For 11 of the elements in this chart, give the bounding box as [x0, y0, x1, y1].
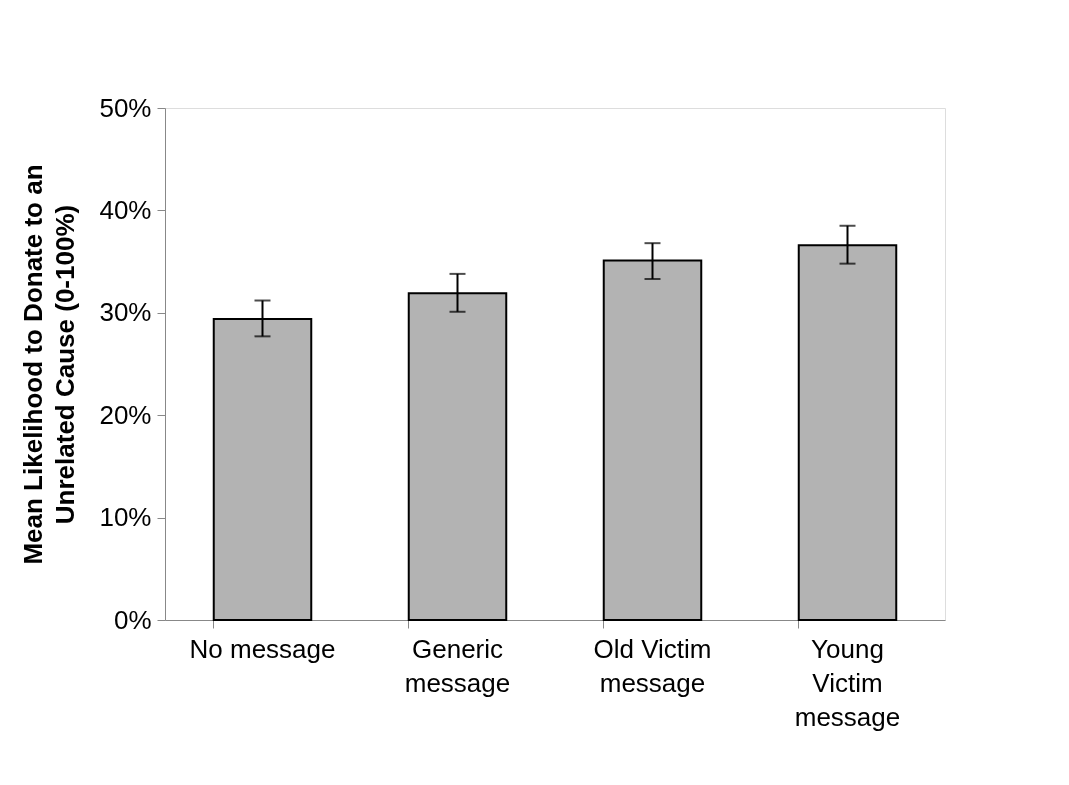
x-tick-label: Young Victim message: [794, 633, 901, 732]
y-tick-label: 20%: [99, 399, 152, 430]
y-tick-label: 40%: [99, 194, 152, 225]
x-tick-label: Generic message: [404, 633, 511, 698]
x-tick-label: No message: [189, 633, 336, 664]
y-tick-label: 30%: [99, 297, 152, 328]
y-axis-title: Mean Likelihood to Donate to an Unrelated Cause (0-100%): [18, 164, 81, 565]
y-tick-label: 50%: [99, 92, 152, 123]
y-tick-label: 10%: [99, 502, 152, 533]
y-tick-label: 0%: [113, 604, 152, 635]
x-tick-label: Old Victim message: [593, 633, 712, 698]
